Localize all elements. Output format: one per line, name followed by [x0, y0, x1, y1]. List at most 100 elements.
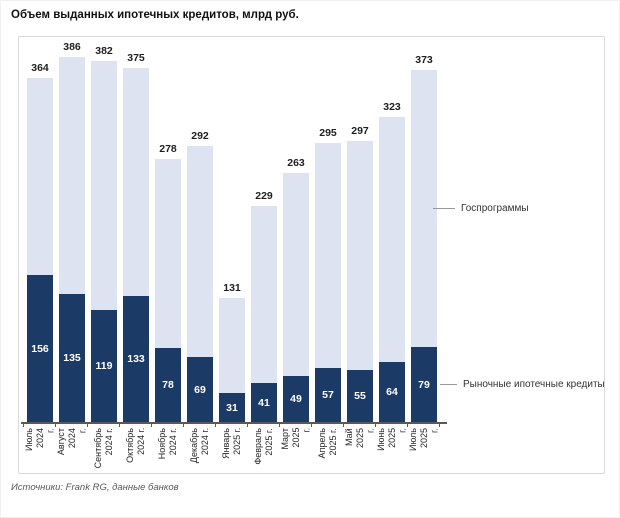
- bar-gov-segment: 119: [91, 61, 117, 422]
- bar-market-label: 31: [226, 401, 238, 414]
- bar-group: 229 41: [251, 190, 277, 422]
- x-axis-tick-label: Апрель 2025 г.: [317, 428, 338, 459]
- bar-gov-segment: 41: [251, 206, 277, 422]
- axis-tick: [120, 424, 152, 427]
- bar-total-label: 297: [351, 125, 369, 137]
- axis-tick: [280, 424, 312, 427]
- callout-market-label: Рыночные ипотечные кредиты: [463, 378, 605, 390]
- axis-tick: [376, 424, 408, 427]
- bar-group: 131 31: [219, 282, 245, 422]
- bar-market-label: 156: [31, 342, 49, 355]
- axis-tick: [344, 424, 376, 427]
- bar-market-segment: 64: [379, 362, 405, 422]
- bar-total-label: 386: [63, 41, 81, 53]
- bar-gov-segment: 78: [155, 159, 181, 422]
- bar-group: 263 49: [283, 157, 309, 422]
- bar-group: 382 119: [91, 45, 117, 422]
- bar-gov-segment: 133: [123, 68, 149, 422]
- callout-line: [433, 207, 455, 209]
- bar-gov-segment: 31: [219, 298, 245, 422]
- bar-market-segment: 31: [219, 393, 245, 422]
- x-axis-tick-label: Ноябрь 2024 г.: [157, 428, 178, 460]
- bar-group: 373 79: [411, 54, 437, 422]
- bar-total-label: 278: [159, 143, 177, 155]
- x-axis-tick-label: Июль 2024 г.: [23, 428, 56, 451]
- chart-title: Объем выданных ипотечных кредитов, млрд …: [11, 9, 299, 21]
- bars-row: 364 156 386 135 382 119 375 133 278 78 292 69 131 31 2…: [27, 37, 437, 422]
- source-note: Источники: Frank RG, данные банков: [11, 482, 179, 493]
- bar-market-label: 49: [290, 393, 302, 405]
- x-axis-tick-label: Сентябрь 2024 г.: [93, 428, 114, 469]
- bar-total-label: 382: [95, 45, 113, 57]
- axis-tick: [248, 424, 280, 427]
- bar-total-label: 295: [319, 127, 337, 139]
- axis-tick: [24, 424, 56, 427]
- bar-group: 386 135: [59, 41, 85, 422]
- bar-total-label: 364: [31, 62, 49, 74]
- callout-gov-label: Госпрограммы: [461, 202, 529, 214]
- bar-market-label: 135: [63, 352, 81, 364]
- x-axis-tick-label: Декабрь 2024 г.: [189, 428, 210, 464]
- bar-group: 278 78: [155, 143, 181, 422]
- x-axis-tick-label: Январь 2025 г.: [221, 428, 242, 459]
- x-axis-tick-label: Март 2025 г.: [279, 428, 312, 450]
- bar-group: 375 133: [123, 52, 149, 422]
- bar-gov-segment: 156: [27, 78, 53, 422]
- bar-gov-segment: 49: [283, 173, 309, 422]
- axis-tick: [216, 424, 248, 427]
- bar-gov-segment: 55: [347, 141, 373, 422]
- x-axis-tick-label: Август 2024 г.: [55, 428, 88, 456]
- bar-total-label: 323: [383, 101, 401, 113]
- axis-tick: [152, 424, 184, 427]
- bar-group: 364 156: [27, 62, 53, 422]
- x-axis-tick-label: Июль 2025 г.: [407, 428, 440, 451]
- bar-total-label: 292: [191, 130, 209, 142]
- bar-market-label: 64: [386, 386, 398, 398]
- axis-tick: [408, 424, 440, 427]
- bar-market-segment: 156: [27, 275, 53, 422]
- bar-group: 292 69: [187, 130, 213, 422]
- callout-line: [440, 383, 457, 385]
- bar-market-label: 57: [322, 389, 334, 401]
- bar-total-label: 229: [255, 190, 273, 202]
- callout-gov-programs: Госпрограммы: [433, 200, 529, 216]
- bar-market-segment: 78: [155, 348, 181, 422]
- bar-total-label: 131: [223, 282, 241, 294]
- bar-total-label: 375: [127, 52, 145, 64]
- x-axis-tick-label: Июнь 2025 г.: [375, 428, 408, 451]
- bar-total-label: 263: [287, 157, 305, 169]
- x-axis-tick-label: Май 2025 г.: [343, 428, 376, 449]
- bar-group: 323 64: [379, 101, 405, 422]
- bar-market-label: 41: [258, 396, 270, 409]
- chart-area: 364 156 386 135 382 119 375 133 278 78 292 69 131 31 2…: [18, 36, 605, 474]
- bar-gov-segment: 135: [59, 57, 85, 422]
- bar-market-segment: 135: [59, 294, 85, 422]
- bar-market-segment: 69: [187, 357, 213, 422]
- callout-market-loans: Рыночные ипотечные кредиты: [440, 376, 605, 392]
- bar-total-label: 373: [415, 54, 433, 66]
- axis-tick: [184, 424, 216, 427]
- bar-gov-segment: 57: [315, 143, 341, 422]
- bar-market-segment: 57: [315, 368, 341, 422]
- bar-group: 295 57: [315, 127, 341, 422]
- bar-market-label: 55: [354, 390, 366, 402]
- x-axis-line: [21, 422, 447, 424]
- bar-market-label: 79: [418, 378, 430, 391]
- axis-tick: [56, 424, 88, 427]
- bar-group: 297 55: [347, 125, 373, 422]
- axis-tick: [88, 424, 120, 427]
- bar-market-segment: 49: [283, 376, 309, 422]
- bar-market-label: 69: [194, 383, 206, 396]
- bar-market-segment: 133: [123, 296, 149, 422]
- bar-market-label: 119: [95, 360, 113, 372]
- bar-gov-segment: 64: [379, 117, 405, 422]
- bar-market-segment: 41: [251, 383, 277, 422]
- bar-gov-segment: 69: [187, 146, 213, 422]
- x-axis-labels: Июль 2024 г. Август 2024 г. Сентябрь 2024 …: [24, 428, 440, 472]
- bar-market-segment: 55: [347, 370, 373, 422]
- x-axis-tick-label: Февраль 2025 г.: [253, 428, 274, 465]
- bar-market-label: 133: [127, 353, 145, 365]
- axis-tick: [312, 424, 344, 427]
- x-axis-ticks: [23, 424, 440, 427]
